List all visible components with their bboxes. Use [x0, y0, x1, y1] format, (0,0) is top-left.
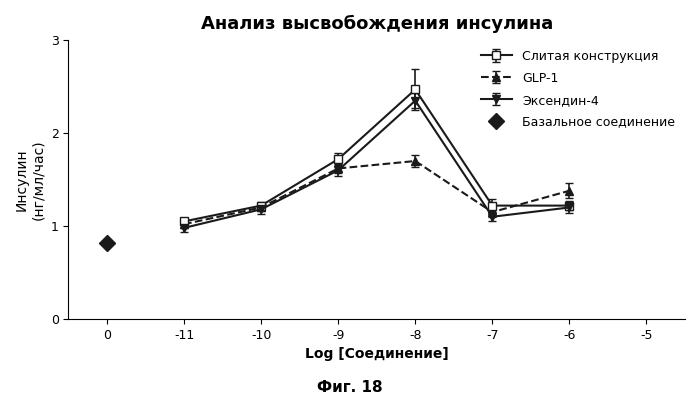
Legend: Слитая конструкция, GLP-1, Эксендин-4, Базальное соединение: Слитая конструкция, GLP-1, Эксендин-4, Б… — [477, 46, 679, 132]
Title: Анализ высвобождения инсулина: Анализ высвобождения инсулина — [201, 15, 553, 33]
Y-axis label: Инсулин
(нг/мл/час): Инсулин (нг/мл/час) — [15, 139, 46, 220]
Text: Фиг. 18: Фиг. 18 — [317, 380, 383, 395]
X-axis label: Log [Соединение]: Log [Соединение] — [305, 347, 449, 361]
